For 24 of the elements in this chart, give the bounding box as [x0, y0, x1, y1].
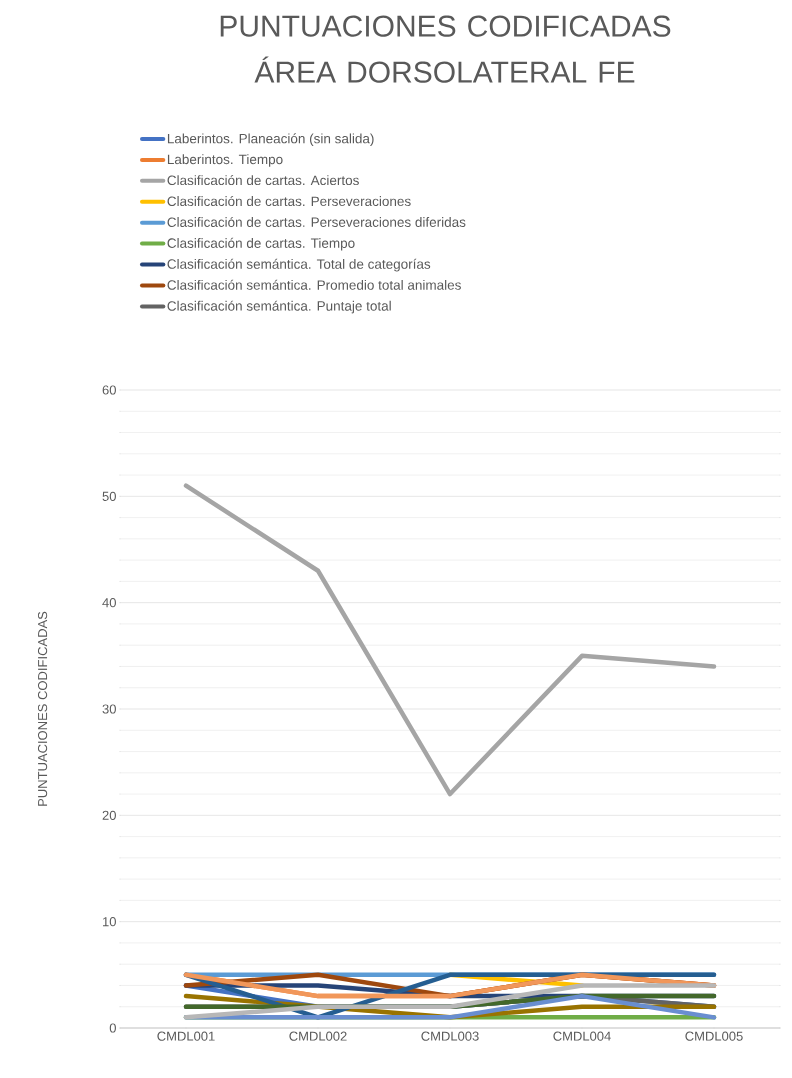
x-tick-label: CMDL002 — [289, 1031, 347, 1041]
y-tick-label: 20 — [102, 810, 116, 820]
legend-label: Clasificación de cartas. Perseveraciones diferidas — [167, 216, 466, 227]
legend-label: Clasificación semántica. Total de categorías — [167, 258, 431, 272]
y-tick-label: 40 — [102, 598, 116, 608]
legend-label: Clasificación semántica. Promedio total animales — [167, 279, 461, 290]
y-tick-label: 30 — [102, 704, 116, 714]
legend-label: Laberintos. Tiempo — [167, 154, 283, 167]
legend-label: Clasificación semántica. Puntaje total — [167, 300, 391, 314]
legend-label: Clasificación de cartas. Perseveraciones — [167, 195, 411, 207]
y-axis-title: PUNTUACIONES CODIFICADAS — [37, 611, 48, 806]
legend-label: Clasificación de cartas. Aciertos — [167, 175, 359, 186]
chart-title: PUNTUACIONES CODIFICADAS ÁREA DORSOLATERAL FE — [220, 15, 671, 83]
legend-label: Laberintos. Planeación (sin salida) — [167, 133, 374, 147]
line-series — [183, 483, 717, 797]
y-tick-label: 0 — [109, 1023, 116, 1033]
y-tick-label: 50 — [102, 491, 116, 501]
y-tick-label: 60 — [102, 385, 116, 395]
x-tick-label: CMDL005 — [685, 1031, 743, 1041]
x-tick-label: CMDL001 — [157, 1031, 215, 1041]
x-tick-label: CMDL003 — [421, 1031, 479, 1041]
legend-label: Clasificación de cartas. Tiempo — [167, 237, 355, 251]
x-tick-label: CMDL004 — [553, 1031, 611, 1041]
y-tick-label: 10 — [103, 917, 116, 927]
